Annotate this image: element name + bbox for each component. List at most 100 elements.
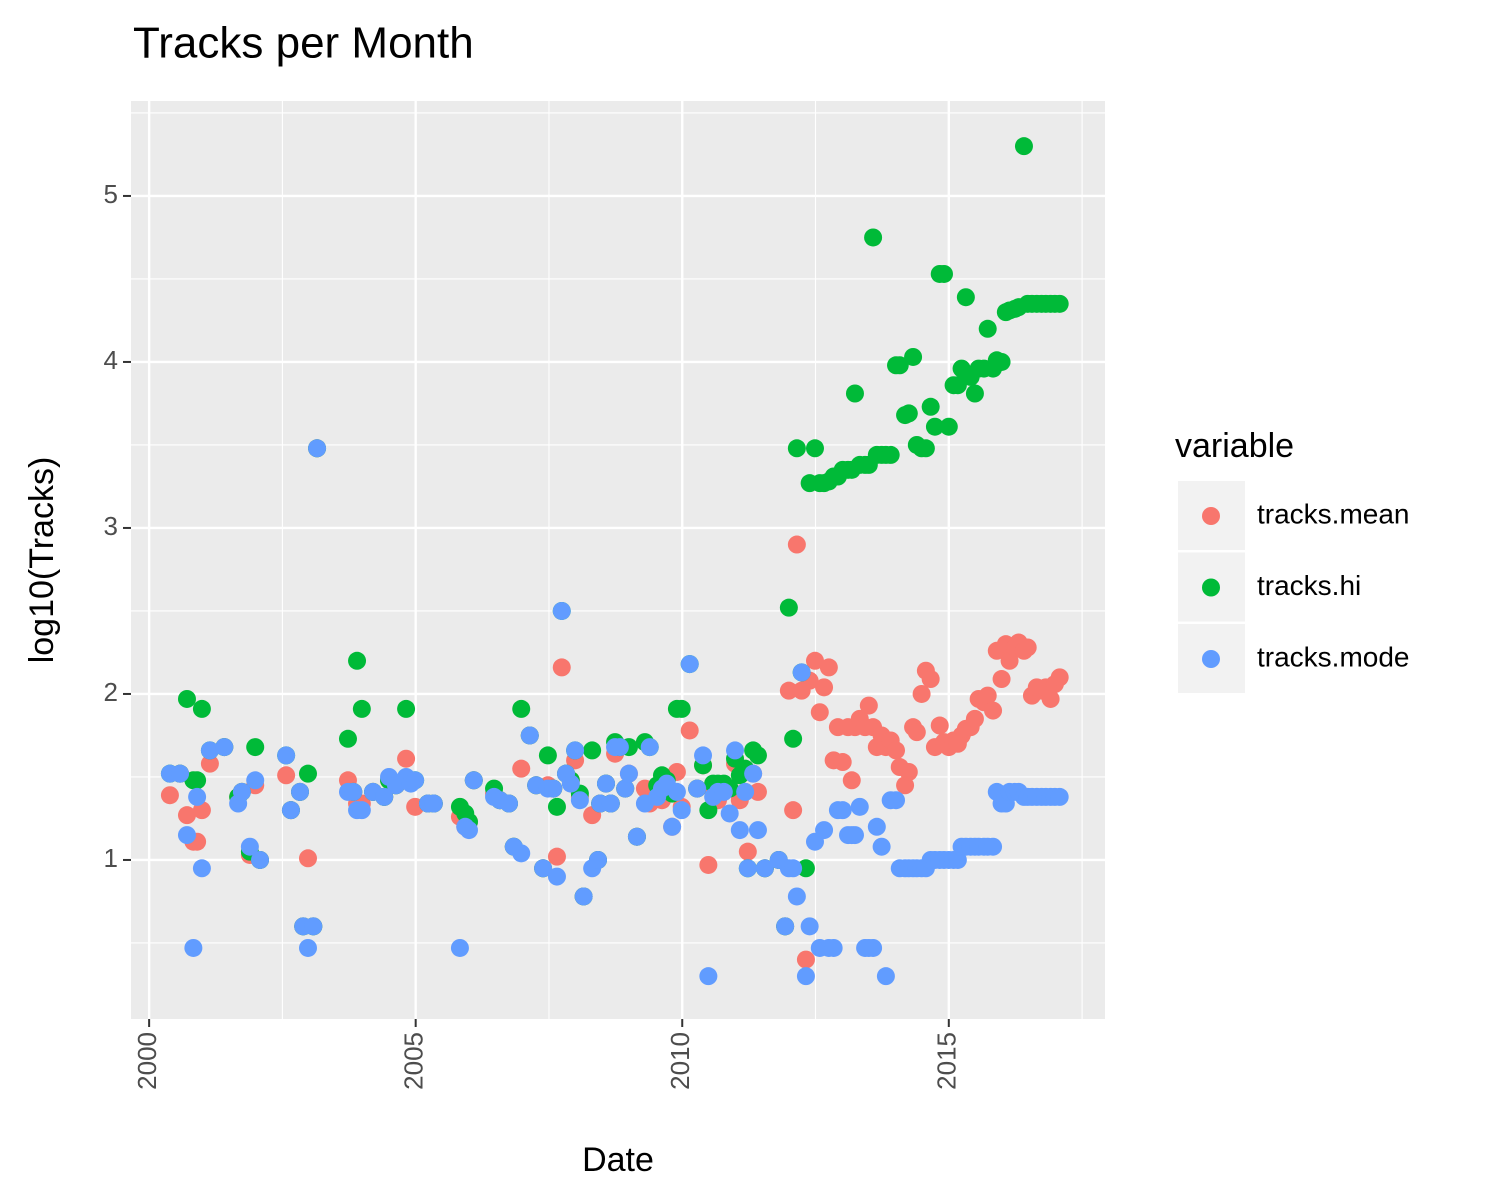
- point: [730, 821, 749, 840]
- point: [748, 821, 767, 840]
- point: [907, 723, 926, 742]
- point: [246, 738, 265, 757]
- chart-title: Tracks per Month: [133, 19, 474, 68]
- legend-title: variable: [1175, 427, 1294, 465]
- point: [738, 859, 757, 878]
- point: [610, 738, 629, 757]
- point: [939, 417, 958, 436]
- point: [424, 794, 443, 813]
- point: [867, 817, 886, 836]
- point: [992, 352, 1011, 371]
- point: [1050, 787, 1069, 806]
- x-tick-label: 2005: [399, 1032, 429, 1090]
- y-tick-label: 2: [104, 677, 118, 707]
- point: [784, 729, 803, 748]
- point: [784, 859, 803, 878]
- point: [547, 797, 566, 816]
- point: [699, 855, 718, 874]
- point: [755, 859, 774, 878]
- point: [281, 801, 300, 820]
- point: [672, 801, 691, 820]
- point: [552, 658, 571, 677]
- point: [352, 699, 371, 718]
- point: [864, 938, 883, 957]
- point: [177, 826, 196, 845]
- point: [397, 699, 416, 718]
- point: [887, 741, 906, 760]
- point: [819, 658, 838, 677]
- point: [397, 749, 416, 768]
- point: [375, 787, 394, 806]
- point: [872, 837, 891, 856]
- point: [547, 847, 566, 866]
- point: [899, 404, 918, 423]
- point: [200, 741, 219, 760]
- point: [784, 801, 803, 820]
- point: [184, 938, 203, 957]
- legend-label: tracks.hi: [1257, 570, 1361, 601]
- point: [1041, 689, 1060, 708]
- point: [188, 787, 207, 806]
- point: [699, 967, 718, 986]
- point: [833, 753, 852, 772]
- point: [694, 746, 713, 765]
- point: [850, 797, 869, 816]
- point: [984, 701, 1003, 720]
- point: [344, 782, 363, 801]
- point: [805, 439, 824, 458]
- point: [160, 786, 179, 805]
- point: [597, 774, 616, 793]
- point: [890, 356, 909, 375]
- point: [748, 782, 767, 801]
- y-tick-label: 1: [104, 843, 118, 873]
- point: [627, 827, 646, 846]
- point: [215, 738, 234, 757]
- point: [796, 967, 815, 986]
- point: [251, 850, 270, 869]
- grid: [131, 101, 1105, 1019]
- point: [680, 721, 699, 740]
- x-tick-label: 2000: [132, 1032, 162, 1090]
- point: [200, 754, 219, 773]
- point: [450, 938, 469, 957]
- x-tick-label: 2010: [665, 1032, 695, 1090]
- point: [352, 801, 371, 820]
- point: [736, 782, 755, 801]
- point: [916, 439, 935, 458]
- point: [512, 844, 531, 863]
- point: [930, 716, 949, 735]
- point: [464, 771, 483, 790]
- point: [188, 771, 207, 790]
- point: [547, 867, 566, 886]
- y-tick-label: 4: [104, 345, 118, 375]
- point: [965, 384, 984, 403]
- point: [912, 684, 931, 703]
- axes: 1 2 3 4 5 2000 2005 2010 2015: [104, 179, 962, 1090]
- point: [726, 741, 745, 760]
- legend-marker: [1202, 507, 1220, 525]
- point: [787, 887, 806, 906]
- point: [538, 746, 557, 765]
- legend-marker: [1202, 650, 1220, 668]
- point: [800, 917, 819, 936]
- legend-label: tracks.mean: [1257, 498, 1410, 529]
- point: [787, 439, 806, 458]
- point: [810, 703, 829, 722]
- point: [978, 686, 997, 705]
- point: [881, 445, 900, 464]
- point: [1050, 668, 1069, 687]
- point: [459, 821, 478, 840]
- point: [744, 764, 763, 783]
- point: [805, 651, 824, 670]
- point: [192, 859, 211, 878]
- point: [859, 696, 878, 715]
- point: [232, 782, 251, 801]
- point: [544, 779, 563, 798]
- point: [680, 655, 699, 674]
- point: [792, 663, 811, 682]
- point: [833, 801, 852, 820]
- point: [815, 678, 834, 697]
- point: [748, 746, 767, 765]
- point: [298, 764, 317, 783]
- point: [499, 794, 518, 813]
